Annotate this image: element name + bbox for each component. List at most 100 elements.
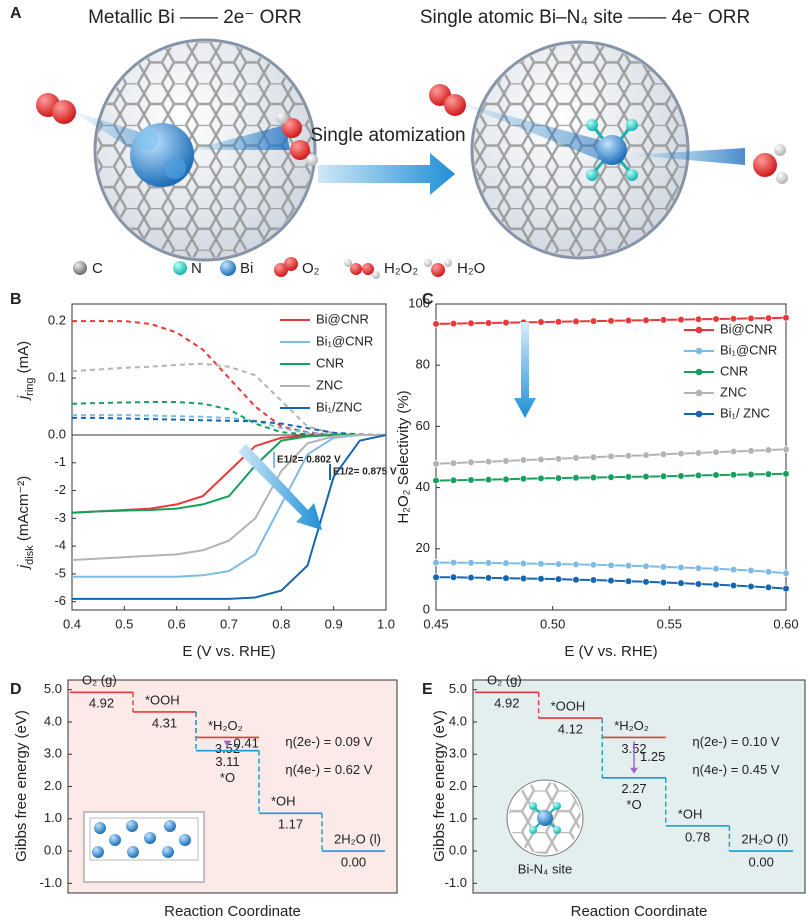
point [519, 475, 528, 483]
level-value: 0.00 [749, 854, 774, 869]
y-tick-label: -6 [54, 593, 66, 608]
point [484, 319, 493, 327]
point [502, 475, 510, 483]
point [729, 566, 738, 574]
point [747, 447, 755, 455]
point [782, 445, 790, 453]
point [782, 314, 790, 322]
legend-text: H₂O [457, 260, 485, 277]
x-axis-label: Reaction Coordinate [571, 903, 708, 920]
y-tick-label: 4.0 [44, 713, 62, 728]
point [747, 566, 755, 575]
x-tick-label: 0.5 [115, 616, 133, 631]
y-axis-label-part: j [15, 395, 32, 401]
y-tick-label: 40 [416, 479, 430, 494]
legend-text: O₂ [302, 260, 320, 277]
point [607, 473, 615, 481]
point [589, 453, 598, 461]
point [642, 578, 650, 586]
level-label: *H₂O₂ [208, 718, 243, 733]
x-axis-label: E (V vs. RHE) [564, 643, 657, 660]
point [642, 316, 650, 324]
y-tick-label: -1.0 [445, 875, 467, 890]
point [572, 474, 580, 482]
x-tick-label: 0.7 [220, 616, 238, 631]
point [572, 560, 580, 569]
point [554, 474, 563, 482]
point [537, 474, 545, 483]
y-tick-label: 0 [423, 601, 430, 616]
metallic-bi-illustration [36, 38, 318, 262]
point [747, 470, 755, 479]
point [677, 579, 685, 587]
point [659, 316, 668, 324]
level-value: 4.31 [152, 715, 177, 730]
point [712, 448, 720, 456]
level-value: 4.92 [89, 696, 114, 711]
y-tick-label: 20 [416, 540, 430, 555]
panel-label: C [422, 291, 434, 308]
point [572, 454, 580, 462]
level-value: 3.52 [215, 741, 240, 756]
annotation: η(2e-) = 0.09 V [285, 734, 372, 749]
level-label: O₂ (g) [487, 673, 522, 688]
level-label: *OH [678, 806, 703, 821]
x-tick-label: 0.8 [272, 616, 290, 631]
point [659, 563, 668, 571]
annotation: η(4e-) = 0.62 V [285, 762, 372, 777]
point [519, 559, 528, 568]
series-line [72, 416, 387, 436]
point [432, 558, 440, 567]
legend-text: C [92, 260, 103, 277]
y-tick-label: 0.0 [48, 426, 66, 441]
trend-arrow [514, 322, 536, 418]
point [554, 575, 563, 583]
y-tick-label: 0.1 [48, 369, 66, 384]
legend-label: Bi@CNR [316, 311, 369, 326]
point [659, 450, 668, 458]
point [694, 315, 703, 323]
level-value: 0.78 [685, 829, 710, 844]
point [537, 560, 545, 568]
legend-label: CNR [720, 363, 748, 378]
point [589, 473, 598, 482]
point [729, 315, 738, 323]
point [747, 314, 755, 322]
point [624, 562, 633, 570]
point [694, 449, 703, 457]
point [432, 573, 440, 581]
point [484, 574, 493, 582]
point [712, 315, 720, 323]
x-tick-label: 1.0 [377, 616, 395, 631]
y-tick-label: 2.0 [44, 778, 62, 793]
point [502, 559, 510, 567]
point [624, 577, 633, 585]
point [607, 452, 615, 460]
y-axis-label-part: disk [24, 545, 36, 565]
point [589, 317, 598, 325]
level-value: 1.17 [278, 817, 303, 832]
point [449, 319, 458, 328]
legend-marker [695, 389, 703, 397]
y-tick-label: 60 [416, 418, 430, 433]
level-label: *OOH [551, 699, 586, 714]
point [642, 472, 650, 481]
legend-marker [695, 410, 703, 418]
legend-label: Bi₁/ ZNC [720, 405, 770, 420]
point [589, 576, 598, 584]
point [624, 316, 633, 325]
legend-label: ZNC [316, 377, 343, 392]
y-tick-label: 1.0 [44, 810, 62, 825]
point [519, 574, 528, 583]
legend-label: Bi₁/ZNC [316, 399, 362, 414]
y-tick-label: -4 [54, 538, 66, 553]
x-tick-label: 0.50 [540, 616, 565, 631]
level-label: *OH [271, 794, 296, 809]
x-tick-label: 0.45 [423, 616, 448, 631]
annotation: E1/2= 0.802 V [277, 455, 341, 466]
y-tick-label: 4.0 [449, 713, 467, 728]
x-tick-label: 0.60 [773, 616, 798, 631]
point [729, 581, 738, 590]
point [764, 446, 773, 454]
panel-label: B [10, 291, 22, 308]
